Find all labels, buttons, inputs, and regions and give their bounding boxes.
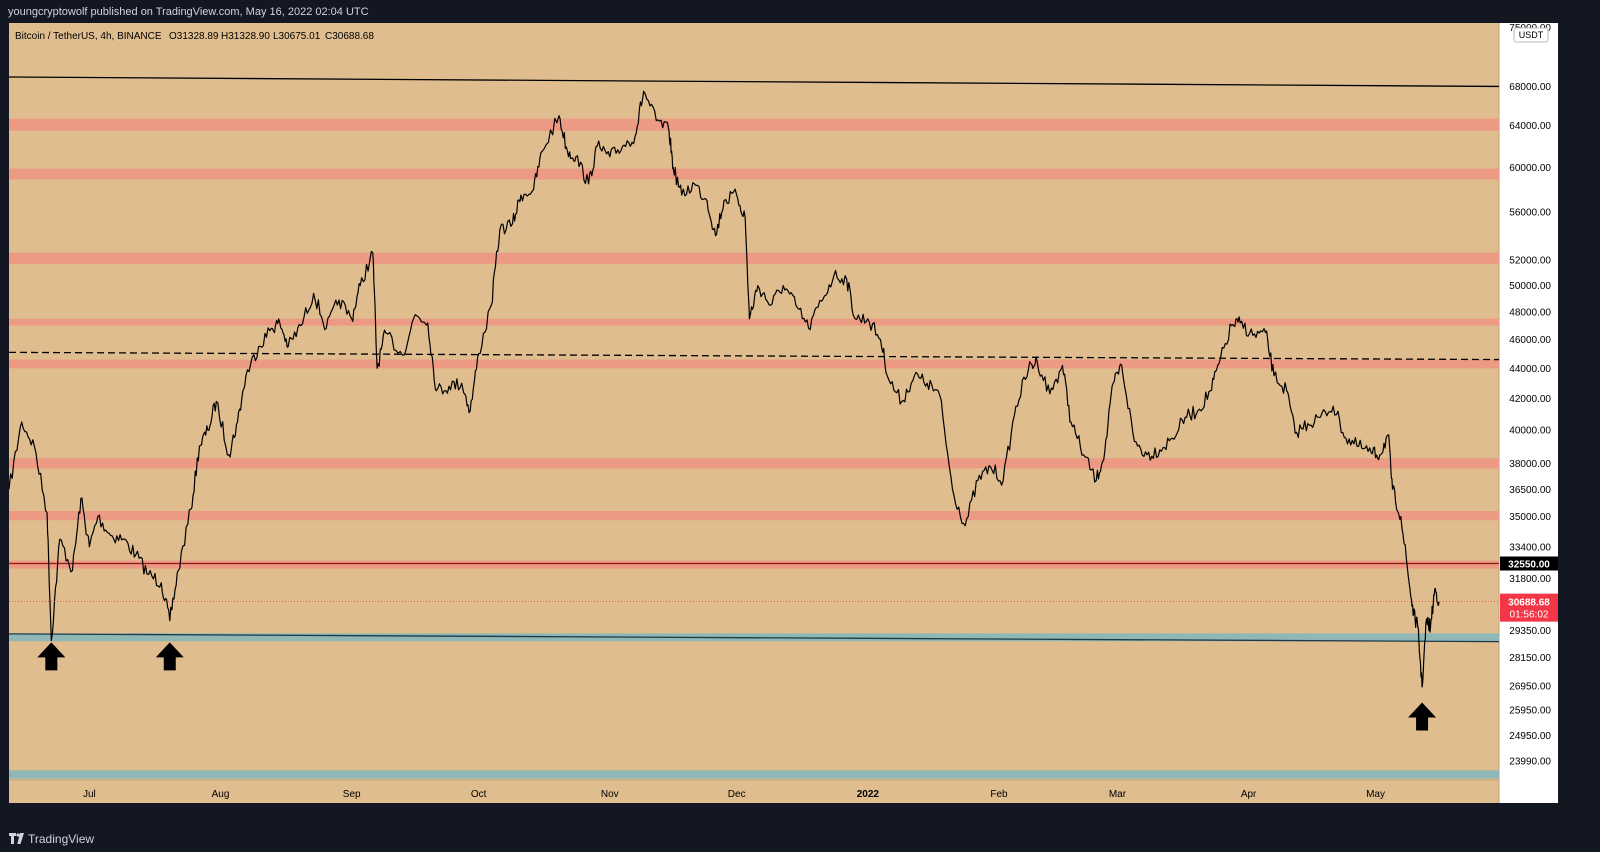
y-tick-label: 64000.00 [1509,121,1551,132]
y-tick-label: 50000.00 [1509,281,1551,292]
y-tick-label: 26950.00 [1509,681,1551,692]
x-axis: Jul Aug Sep Oct Nov Dec 2022 Feb Mar Apr May [83,789,1385,800]
currency-badge[interactable]: USDT [1513,27,1549,43]
y-tick-label: 33400.00 [1509,542,1551,553]
x-tick-label: 2022 [857,789,880,800]
legend: Bitcoin / TetherUS, 4h, BINANCE O31328.8… [15,31,374,42]
y-tick-label: 25950.00 [1509,706,1551,717]
y-axis-strip [1499,23,1558,803]
bounce-arrows [37,642,1437,731]
current-price-label: 30688.68 [1508,598,1550,609]
y-tick-label: 56000.00 [1509,208,1551,219]
y-tick-label: 35000.00 [1509,512,1551,523]
tradingview-brand: TradingView [28,832,95,846]
resistance-band [9,458,1499,469]
y-axis: 75000.0068000.0064000.0060000.0056000.00… [1509,23,1551,768]
x-tick-label: Dec [728,789,746,800]
resistance-band [9,168,1499,180]
ohlc-open: O31328.89 [169,31,219,42]
up-arrow-icon [37,642,66,671]
x-tick-label: Mar [1109,789,1127,800]
x-tick-label: Nov [601,789,619,800]
level-price-tag [1500,556,1558,571]
y-tick-label: 42000.00 [1509,394,1551,405]
current-price-tag [1500,593,1558,622]
x-tick-label: Aug [212,789,230,800]
y-tick-label: 36500.00 [1509,485,1551,496]
y-tick-label: 44000.00 [1509,364,1551,375]
y-tick-label: 28150.00 [1509,653,1551,664]
x-tick-label: May [1366,789,1385,800]
footer-bar: TradingView [0,826,1600,852]
currency-label: USDT [1519,30,1544,40]
x-tick-label: Oct [471,789,487,800]
up-arrow-icon [1408,702,1437,731]
up-arrow-icon [155,642,184,671]
x-axis-strip [9,780,1499,803]
y-tick-label: 29350.00 [1509,626,1551,637]
resistance-band [9,118,1499,131]
x-tick-label: Jul [83,789,96,800]
published-text: youngcryptowolf published on TradingView… [8,6,369,18]
x-tick-label: Apr [1241,789,1257,800]
y-tick-label: 38000.00 [1509,459,1551,470]
ohlc-close: C30688.68 [325,31,374,42]
published-header: youngcryptowolf published on TradingView… [0,0,1600,24]
y-tick-label: 46000.00 [1509,335,1551,346]
resistance-band [9,359,1499,369]
y-tick-label: 24950.00 [1509,731,1551,742]
ohlc-high: H31328.90 [221,31,270,42]
resistance-band [9,318,1499,326]
level-price-label: 32550.00 [1508,560,1550,571]
tradingview-logo-icon [9,833,24,844]
y-tick-label: 60000.00 [1509,163,1551,174]
resistance-band [9,560,1499,569]
price-line [9,90,1440,688]
trendline [9,633,1500,643]
y-tick-label: 40000.00 [1509,426,1551,437]
chart-title: Bitcoin / TetherUS, 4h, BINANCE [15,31,162,42]
support-band [9,770,1499,779]
resistance-band [9,510,1499,521]
plot-background [9,23,1499,803]
trendline [9,76,1500,88]
resistance-band [9,252,1499,264]
y-tick-label: 52000.00 [1509,256,1551,267]
price-series [9,90,1499,688]
x-tick-label: Sep [343,789,361,800]
x-tick-label: Feb [990,789,1008,800]
y-tick-label: 68000.00 [1509,82,1551,93]
candle-countdown: 01:56:02 [1510,610,1549,621]
ohlc-low: L30675.01 [273,31,321,42]
y-tick-label: 31800.00 [1509,574,1551,585]
y-tick-label: 48000.00 [1509,307,1551,318]
y-tick-label: 23990.00 [1509,757,1551,768]
